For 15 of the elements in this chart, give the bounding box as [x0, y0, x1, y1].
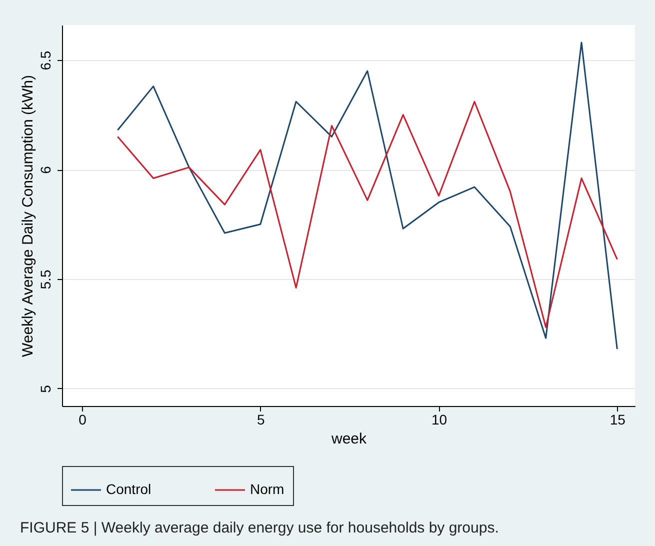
x-tick-label: 0	[78, 412, 87, 428]
caption: FIGURE 5 | Weekly average daily energy use for households by groups.	[20, 520, 499, 536]
x-axis-title: week	[330, 430, 367, 448]
y-tick-label: 5.5	[38, 270, 54, 290]
x-tick-label: 5	[256, 412, 265, 428]
x-tick-label: 15	[610, 412, 626, 428]
y-tick-label: 6	[38, 166, 54, 174]
legend-label: Control	[106, 481, 152, 497]
legend-label: Norm	[250, 481, 284, 497]
y-tick-label: 6.5	[38, 50, 54, 70]
line-series	[116, 42, 618, 350]
x-tick-label: 10	[431, 412, 448, 428]
line-series	[116, 100, 618, 328]
y-tick-label: 5	[38, 384, 54, 393]
y-axis-title: Weekly Average Daily Consumption (kWh)	[20, 74, 36, 358]
